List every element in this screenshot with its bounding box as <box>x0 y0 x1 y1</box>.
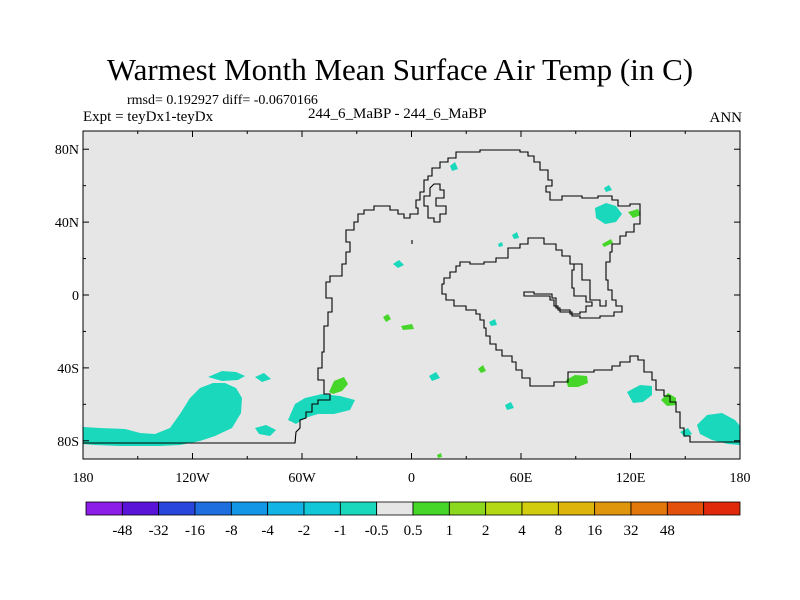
colorbar-box <box>703 501 741 516</box>
x-tick-label: 180 <box>730 471 751 486</box>
season-label: ANN <box>709 110 743 126</box>
colorbar-label: -4 <box>261 523 274 539</box>
colorbar-label: -8 <box>225 523 238 539</box>
anomaly-patch-south-pacific <box>83 383 242 446</box>
colorbar-label: 2 <box>482 523 490 539</box>
colorbar-box <box>121 501 160 516</box>
colorbar-box <box>594 501 632 516</box>
colorbar-box <box>158 501 196 516</box>
anomaly-patch-antarctic-coast <box>83 432 118 443</box>
y-axis: 80N 40N 0 40S 80S <box>55 143 740 450</box>
anomaly-patch-indian-green <box>566 375 588 387</box>
colorbar-label: 8 <box>555 523 563 539</box>
anomaly-patch-pacific-small <box>208 371 245 381</box>
x-tick-label: 180 <box>73 471 94 486</box>
stats-text: rmsd= 0.192927 diff= -0.0670166 <box>127 93 318 108</box>
colorbar-label: -16 <box>185 523 205 539</box>
y-tick-label: 80S <box>57 435 79 450</box>
colorbar-box <box>303 501 341 516</box>
colorbar-label: -0.5 <box>365 523 389 539</box>
x-tick-label: 60W <box>288 471 316 486</box>
anomaly-patch-asia-green-small <box>602 239 613 247</box>
colorbar-box <box>230 501 269 516</box>
colorbar-box <box>521 501 559 516</box>
coastlines <box>83 149 740 444</box>
colorbar-box <box>194 501 232 516</box>
colorbar-box <box>376 501 414 516</box>
colorbar-box <box>85 501 123 516</box>
anomaly-patch-east-1 <box>512 232 519 239</box>
colorbar-label: 4 <box>518 523 526 539</box>
colorbar: -48 -32 -16 -8 -4 -2 -1 -0.5 0.5 1 2 4 8 16 32 48 <box>85 501 741 539</box>
x-tick-label: 0 <box>408 471 415 486</box>
anomaly-patch-east-antarctic <box>697 413 740 445</box>
map-background <box>83 131 740 459</box>
colorbar-label: 48 <box>660 523 675 539</box>
anomaly-patch-mid-atlantic-1 <box>393 260 404 268</box>
colorbar-box <box>485 501 523 516</box>
anomaly-patch-antarctic-green <box>437 453 442 458</box>
experiment-label: Expt = teyDx1-teyDx <box>83 109 214 125</box>
colorbar-box <box>267 501 305 516</box>
colorbar-label: 32 <box>624 523 639 539</box>
anomaly-patch-africa-3 <box>478 365 486 373</box>
colorbar-label: 16 <box>587 523 603 539</box>
anomaly-patch-far-east <box>680 428 692 437</box>
x-tick-label: 60E <box>510 471 533 486</box>
anomaly-patches <box>83 162 740 458</box>
anomaly-patch-pacific-dot <box>255 373 271 382</box>
colorbar-box <box>339 501 378 516</box>
colorbar-box <box>412 501 450 516</box>
y-tick-label: 0 <box>72 289 79 304</box>
colorbar-box <box>448 501 487 516</box>
y-tick-label: 80N <box>55 143 79 158</box>
anomaly-patch-southern-ocean <box>505 402 514 410</box>
colorbar-box <box>630 501 668 516</box>
anomaly-patch-asia-green <box>628 209 641 218</box>
colorbar-box <box>557 501 596 516</box>
coastline-black-sea-inner <box>423 183 447 223</box>
x-tick-label: 120W <box>175 471 210 486</box>
anomaly-patch-mid-atlantic-2 <box>383 314 391 322</box>
anomaly-patch-africa-1 <box>450 162 458 171</box>
x-tick-label: 120E <box>616 471 646 486</box>
anomaly-patch-australia-south <box>627 385 652 403</box>
plot-title: Warmest Month Mean Surface Air Temp (in … <box>106 52 694 87</box>
anomaly-patch-asia-north <box>595 203 622 224</box>
case-label: 244_6_MaBP - 244_6_MaBP <box>308 106 487 122</box>
anomaly-patch-mid-atlantic-3 <box>401 324 414 330</box>
colorbar-label: -1 <box>334 523 347 539</box>
anomaly-patch-south-america-south <box>255 425 276 436</box>
colorbar-label: -48 <box>112 523 132 539</box>
coastline-bay-of-asia <box>574 263 607 307</box>
anomaly-patch-mid-atlantic-4 <box>429 372 440 381</box>
colorbar-label: -2 <box>298 523 311 539</box>
coastline-americas-europe-africa <box>83 149 740 444</box>
colorbar-box <box>666 501 705 516</box>
y-tick-label: 40N <box>55 216 79 231</box>
anomaly-patch-drake-passage <box>288 394 355 424</box>
colorbar-label: -32 <box>149 523 169 539</box>
anomaly-patch-atlantic-green <box>329 377 348 394</box>
colorbar-label: 0.5 <box>404 523 423 539</box>
x-axis: 180 120W 60W 0 60E 120E 180 <box>73 131 751 486</box>
y-tick-label: 40S <box>57 362 79 377</box>
anomaly-patch-asia-dot <box>604 185 612 192</box>
anomaly-patch-africa-2 <box>489 319 497 326</box>
colorbar-label: 1 <box>446 523 454 539</box>
anomaly-patch-east-2 <box>498 242 503 247</box>
